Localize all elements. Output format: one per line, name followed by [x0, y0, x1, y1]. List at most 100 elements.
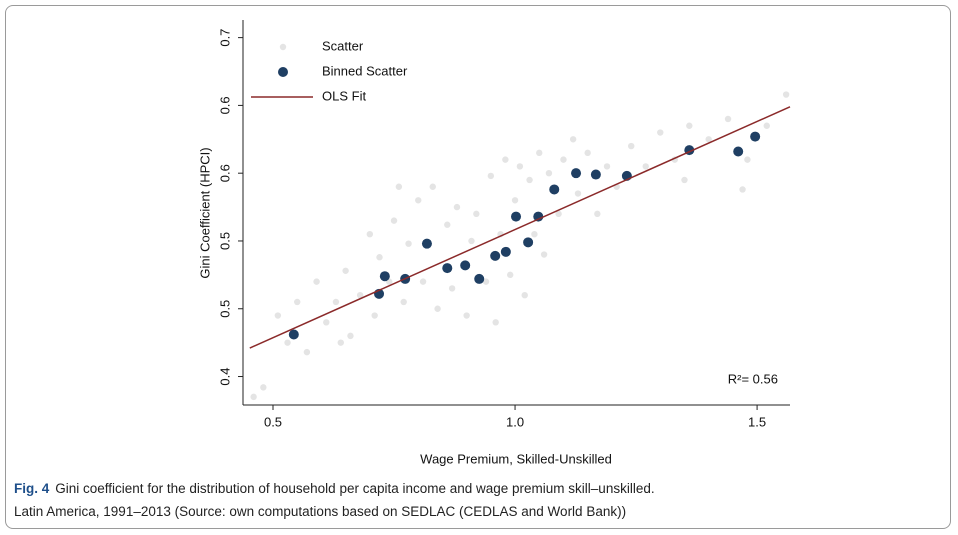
point [628, 142, 635, 150]
point [560, 156, 567, 163]
point [313, 278, 320, 285]
point [415, 197, 422, 204]
point [642, 163, 649, 170]
point [571, 168, 582, 179]
y-tick-label: 0.4 [217, 367, 232, 385]
point [303, 348, 311, 356]
figure-frame [5, 5, 951, 529]
point [750, 131, 761, 142]
chart: Wage Premium, Skilled-Unskilled Gini Coe… [197, 20, 791, 466]
point [782, 91, 790, 98]
point [463, 312, 470, 319]
point [516, 163, 524, 170]
point [490, 250, 501, 261]
point [584, 149, 591, 157]
figure-caption: Fig. 4 Gini coefficient for the distribut… [14, 477, 655, 523]
annotation: R²= 0.56 [728, 371, 778, 386]
point [555, 210, 562, 218]
y-tick-label: 0.5 [217, 300, 232, 318]
point [540, 251, 548, 258]
point [590, 169, 601, 180]
point [681, 176, 688, 184]
point [400, 298, 407, 306]
point [500, 246, 511, 257]
point [569, 136, 577, 143]
point [444, 221, 451, 228]
point [419, 278, 427, 285]
y-axis-label: Gini Coefficient (HPCI) [197, 147, 212, 278]
point [342, 267, 349, 274]
caption-line: Fig. 4 Gini coefficient for the distribut… [14, 477, 655, 500]
point [434, 305, 441, 312]
point [405, 240, 412, 247]
point [521, 291, 528, 299]
point [288, 329, 299, 340]
point [453, 203, 461, 211]
caption-text: Gini coefficient for the distribution of… [55, 481, 655, 496]
point [347, 332, 354, 340]
y-tick-label: 0.5 [217, 232, 232, 250]
point [468, 237, 475, 245]
point [526, 176, 533, 184]
point [545, 169, 553, 177]
point [421, 238, 432, 249]
point [507, 271, 514, 279]
point [260, 384, 267, 391]
legend-marker [279, 43, 287, 51]
x-axis-label: Wage Premium, Skilled-Unskilled [420, 451, 612, 466]
point [549, 184, 560, 195]
point [429, 183, 436, 190]
point [442, 263, 453, 274]
point [492, 319, 499, 326]
point [366, 230, 374, 238]
point [323, 319, 330, 326]
point [487, 172, 495, 180]
point [460, 260, 471, 271]
point [448, 285, 456, 292]
point [705, 136, 712, 143]
caption-label: Fig. 4 [14, 481, 50, 496]
point [657, 129, 664, 136]
x-tick-label: 1.0 [506, 414, 524, 429]
legend-label: OLS Fit [322, 88, 366, 103]
point [473, 210, 480, 218]
point [337, 339, 344, 346]
point [531, 230, 538, 238]
point [390, 217, 398, 224]
point [763, 122, 770, 129]
point [536, 149, 543, 157]
point [274, 312, 282, 319]
legend-marker [278, 67, 288, 77]
point [294, 298, 301, 306]
point [511, 197, 519, 204]
legend-label: Binned Scatter [322, 63, 408, 78]
point [502, 156, 509, 163]
point [482, 278, 490, 285]
point [356, 291, 364, 299]
legend-label: Scatter [322, 38, 364, 53]
point [332, 298, 340, 306]
y-tick-label: 0.6 [217, 96, 232, 114]
point [371, 312, 378, 319]
point [603, 163, 611, 170]
point [733, 146, 744, 157]
point [744, 156, 751, 163]
point [379, 271, 390, 282]
ols-line [249, 106, 791, 349]
point [594, 210, 601, 218]
point [284, 339, 291, 346]
point [376, 254, 383, 261]
x-tick-label: 1.5 [748, 414, 766, 429]
caption-line: Latin America, 1991–2013 (Source: own co… [14, 504, 627, 519]
point [533, 211, 544, 222]
y-tick-label: 0.6 [217, 164, 232, 182]
y-tick-label: 0.7 [217, 29, 232, 47]
point [686, 122, 693, 129]
point [395, 183, 403, 190]
point [250, 393, 257, 401]
point [574, 190, 582, 197]
point [511, 211, 522, 222]
point [523, 237, 534, 248]
x-tick-label: 0.5 [264, 414, 282, 429]
